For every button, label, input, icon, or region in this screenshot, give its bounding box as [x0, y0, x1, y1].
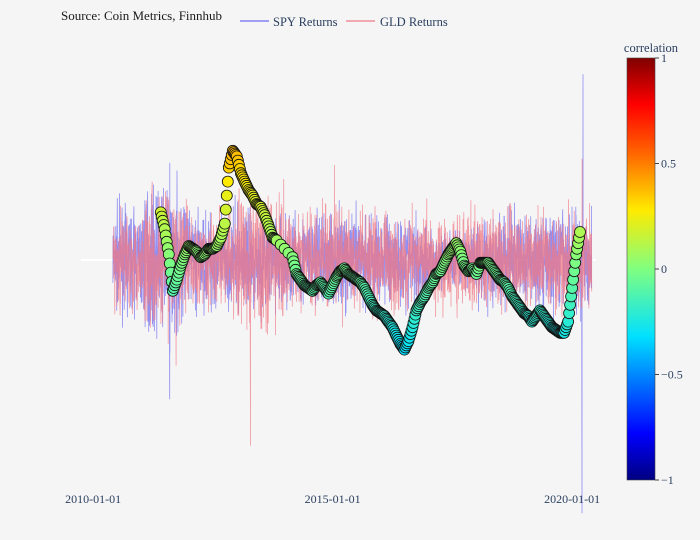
colorbar-tick-label: 0: [661, 262, 667, 276]
x-axis: 2010-01-01 2015-01-01 2020-01-01: [65, 492, 600, 506]
x-tick-label: 2010-01-01: [65, 492, 121, 506]
x-tick-label: 2020-01-01: [544, 492, 600, 506]
correlation-point: [219, 203, 232, 216]
colorbar-tick-label: 0.5: [661, 157, 676, 171]
correlation-point: [220, 189, 233, 202]
colorbar-title: correlation: [624, 41, 679, 55]
legend-label-gld: GLD Returns: [380, 15, 448, 29]
returns-lines: [112, 74, 593, 514]
colorbar: correlation 1 0.5 0 −0.5 −1: [624, 41, 683, 487]
correlation-point: [218, 217, 231, 230]
colorbar-tick-label: −1: [661, 473, 674, 487]
legend-item-gld[interactable]: GLD Returns: [346, 15, 448, 29]
legend-label-spy: SPY Returns: [273, 15, 338, 29]
correlation-point: [221, 175, 234, 188]
legend: SPY Returns GLD Returns: [240, 15, 448, 29]
correlation-markers: [154, 144, 586, 356]
legend-item-spy[interactable]: SPY Returns: [240, 15, 338, 29]
colorbar-gradient: [626, 57, 656, 481]
x-tick-label: 2015-01-01: [305, 492, 361, 506]
colorbar-tick-label: 1: [661, 51, 667, 65]
colorbar-tick-label: −0.5: [661, 368, 683, 382]
source-note: Source: Coin Metrics, Finnhub: [61, 8, 222, 23]
gld-returns-line: [112, 158, 593, 446]
colorbar-ticks: 1 0.5 0 −0.5 −1: [655, 51, 683, 487]
plot-area: [81, 74, 596, 514]
correlation-point: [574, 226, 586, 238]
